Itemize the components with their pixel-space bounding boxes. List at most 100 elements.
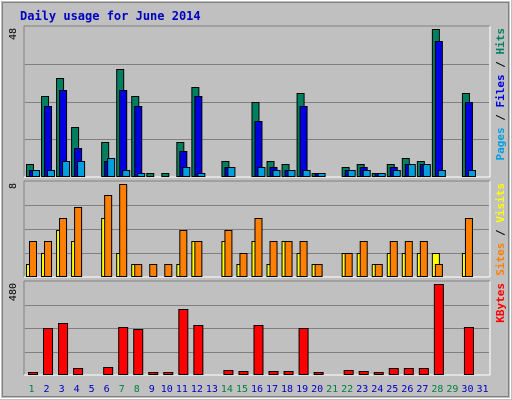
bar-visits-sites-day-1 bbox=[29, 241, 37, 277]
x-tick-day-24: 24 bbox=[371, 384, 383, 395]
x-tick-day-1: 1 bbox=[29, 384, 35, 395]
bar-kbytes-kbytes-day-11 bbox=[178, 309, 189, 375]
bar-hits-pages-day-4 bbox=[77, 161, 86, 177]
bar-hits-pages-day-30 bbox=[467, 170, 476, 177]
bar-visits-sites-day-26 bbox=[404, 241, 413, 277]
y-max-label-kbytes: 480 bbox=[8, 283, 19, 301]
bar-kbytes-kbytes-day-19 bbox=[298, 328, 309, 375]
bar-hits-pages-day-3 bbox=[62, 161, 71, 177]
bar-visits-sites-day-27 bbox=[419, 241, 428, 277]
bar-hits-pages-day-11 bbox=[182, 167, 191, 177]
x-tick-day-7: 7 bbox=[119, 384, 125, 395]
bar-kbytes-kbytes-day-6 bbox=[103, 367, 114, 375]
x-tick-day-9: 9 bbox=[149, 384, 155, 395]
x-tick-day-15: 15 bbox=[236, 384, 248, 395]
series-label-part: KBytes bbox=[494, 283, 507, 323]
bar-visits-sites-day-9 bbox=[149, 264, 158, 277]
x-tick-day-13: 13 bbox=[206, 384, 218, 395]
bar-hits-pages-day-6 bbox=[107, 158, 116, 177]
bar-visits-sites-day-28 bbox=[434, 264, 443, 277]
bar-kbytes-kbytes-day-14 bbox=[223, 370, 234, 375]
plot-layer: 48 Pages / Files / Hits 8 Sites / Visits 480… bbox=[8, 25, 507, 376]
x-tick-day-12: 12 bbox=[191, 384, 203, 395]
bar-hits-pages-day-20 bbox=[317, 173, 326, 177]
bar-hits-files-day-7 bbox=[119, 90, 128, 177]
bar-hits-hits-day-9 bbox=[146, 173, 155, 177]
bar-kbytes-kbytes-day-15 bbox=[238, 371, 249, 375]
bar-visits-sites-day-3 bbox=[59, 218, 68, 277]
x-tick-day-26: 26 bbox=[401, 384, 413, 395]
bar-visits-sites-day-20 bbox=[314, 264, 323, 277]
bar-visits-sites-day-23 bbox=[359, 241, 368, 277]
bar-kbytes-kbytes-day-24 bbox=[373, 372, 384, 375]
bar-visits-sites-day-17 bbox=[269, 241, 278, 277]
x-tick-day-25: 25 bbox=[386, 384, 398, 395]
series-label-part: Files bbox=[494, 74, 507, 107]
x-axis-ticks: 1 2 3 4 5 6 7 8 9 10 11 12 13 14 15 16 17 18 19 20 21 22 23 24 2… bbox=[29, 384, 489, 395]
bar-kbytes-kbytes-day-4 bbox=[73, 368, 84, 375]
bar-kbytes-kbytes-day-22 bbox=[343, 370, 354, 375]
series-label-kbytes: KBytes bbox=[494, 283, 507, 323]
x-tick-day-18: 18 bbox=[281, 384, 293, 395]
x-tick-day-30: 30 bbox=[461, 384, 473, 395]
bar-visits-sites-day-18 bbox=[284, 241, 293, 277]
bar-kbytes-kbytes-day-7 bbox=[118, 327, 129, 375]
bar-hits-pages-day-28 bbox=[437, 170, 446, 177]
bar-hits-files-day-30 bbox=[464, 102, 473, 177]
bar-hits-pages-day-2 bbox=[47, 170, 56, 177]
bar-hits-files-day-2 bbox=[44, 106, 53, 177]
bar-kbytes-kbytes-day-18 bbox=[283, 371, 294, 375]
x-tick-day-3: 3 bbox=[59, 384, 65, 395]
x-tick-day-29: 29 bbox=[446, 384, 458, 395]
bar-visits-sites-day-16 bbox=[254, 218, 263, 277]
bar-kbytes-kbytes-day-16 bbox=[253, 325, 264, 375]
x-tick-day-22: 22 bbox=[341, 384, 353, 395]
bar-visits-sites-day-12 bbox=[194, 241, 203, 277]
bar-kbytes-kbytes-day-2 bbox=[43, 328, 54, 375]
x-tick-day-5: 5 bbox=[89, 384, 95, 395]
series-label-part: / bbox=[494, 108, 507, 128]
y-max-label-hits: 48 bbox=[8, 28, 19, 40]
bar-hits-pages-day-26 bbox=[407, 164, 416, 177]
bar-hits-pages-day-19 bbox=[302, 170, 311, 177]
bar-kbytes-kbytes-day-23 bbox=[358, 371, 369, 375]
x-tick-day-23: 23 bbox=[356, 384, 368, 395]
bar-kbytes-kbytes-day-8 bbox=[133, 329, 144, 375]
bar-visits-sites-day-15 bbox=[239, 253, 248, 277]
x-tick-day-16: 16 bbox=[251, 384, 263, 395]
bar-visits-sites-day-8 bbox=[134, 264, 143, 277]
bar-hits-files-day-12 bbox=[194, 96, 203, 177]
x-tick-day-10: 10 bbox=[161, 384, 173, 395]
bar-hits-hits-day-10 bbox=[161, 173, 170, 177]
bar-kbytes-kbytes-day-27 bbox=[418, 368, 429, 375]
bar-hits-pages-day-17 bbox=[272, 170, 281, 177]
series-label-part: Hits bbox=[494, 28, 507, 55]
bar-visits-sites-day-30 bbox=[464, 218, 473, 277]
x-tick-day-6: 6 bbox=[104, 384, 110, 395]
series-label-part: Pages bbox=[494, 127, 507, 160]
bar-hits-pages-day-22 bbox=[347, 170, 356, 177]
bar-visits-sites-day-7 bbox=[119, 184, 128, 277]
series-label-part: / bbox=[494, 223, 507, 243]
bar-kbytes-kbytes-day-30 bbox=[463, 327, 474, 375]
bar-visits-sites-day-24 bbox=[374, 264, 383, 277]
bar-kbytes-kbytes-day-20 bbox=[313, 372, 324, 375]
bar-visits-sites-day-2 bbox=[44, 241, 53, 277]
bar-kbytes-kbytes-day-28 bbox=[433, 284, 444, 375]
x-tick-day-2: 2 bbox=[44, 384, 50, 395]
bar-kbytes-kbytes-day-10 bbox=[163, 372, 174, 375]
chart-title: Daily usage for June 2014 bbox=[20, 9, 201, 23]
bar-kbytes-kbytes-day-12 bbox=[193, 325, 204, 375]
x-tick-day-19: 19 bbox=[296, 384, 308, 395]
bar-hits-files-day-19 bbox=[299, 106, 308, 177]
series-label-part: Visits bbox=[494, 183, 507, 223]
x-tick-day-28: 28 bbox=[431, 384, 443, 395]
bar-visits-sites-day-4 bbox=[74, 207, 83, 277]
bar-visits-sites-day-6 bbox=[104, 195, 113, 277]
bar-hits-pages-day-25 bbox=[392, 170, 401, 177]
bar-visits-sites-day-25 bbox=[389, 241, 398, 277]
bar-kbytes-kbytes-day-1 bbox=[28, 372, 38, 375]
x-tick-day-20: 20 bbox=[311, 384, 323, 395]
bar-kbytes-kbytes-day-26 bbox=[403, 368, 414, 375]
